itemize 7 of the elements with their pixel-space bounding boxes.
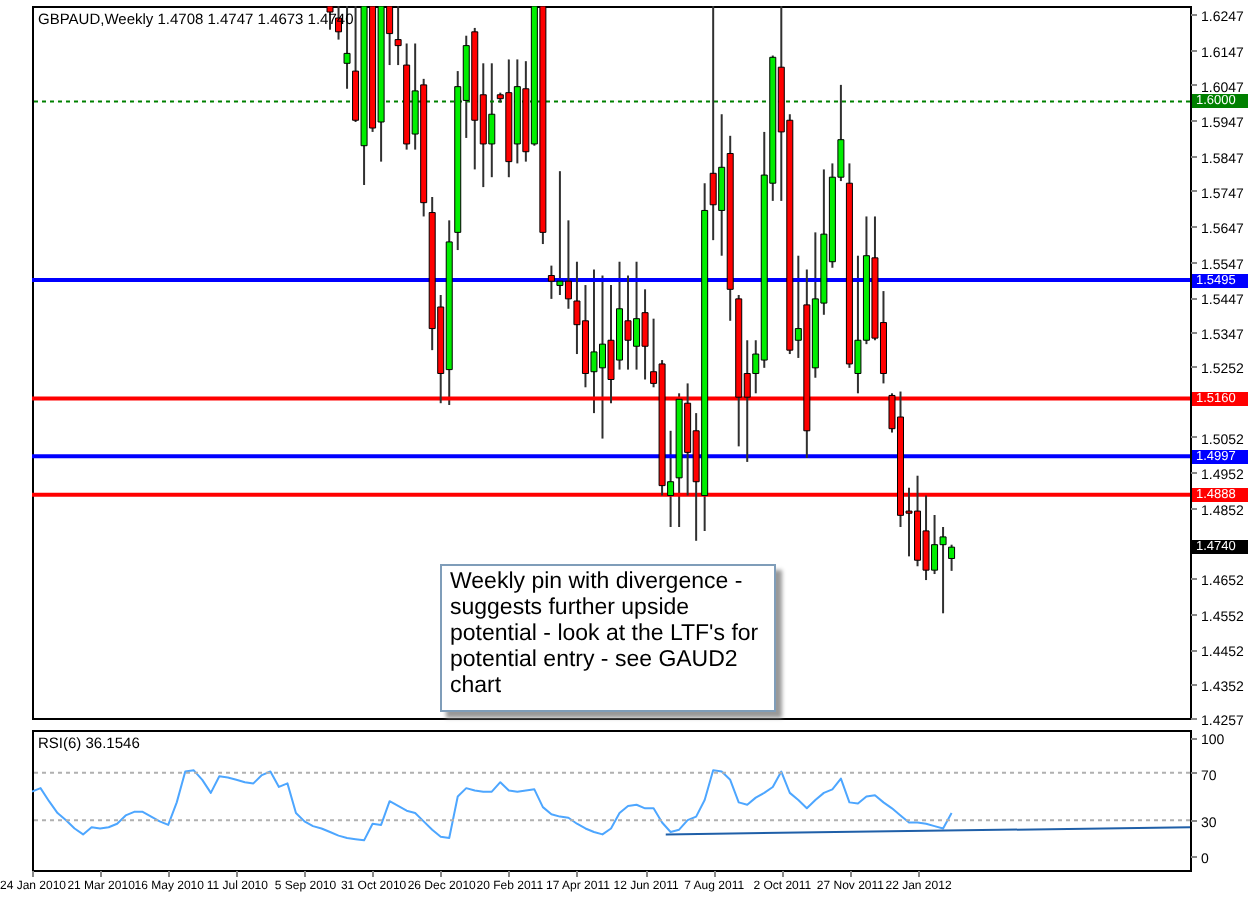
candlestick	[488, 62, 496, 179]
candlestick	[948, 543, 956, 572]
candlestick	[624, 274, 632, 371]
candlestick	[556, 170, 564, 296]
candlestick	[564, 219, 572, 310]
line-series	[32, 769, 953, 842]
annotation: Weekly pin with divergence - suggests further upside potential - look at the LTF's for potential entry - see GAUD2 chart	[440, 564, 776, 713]
